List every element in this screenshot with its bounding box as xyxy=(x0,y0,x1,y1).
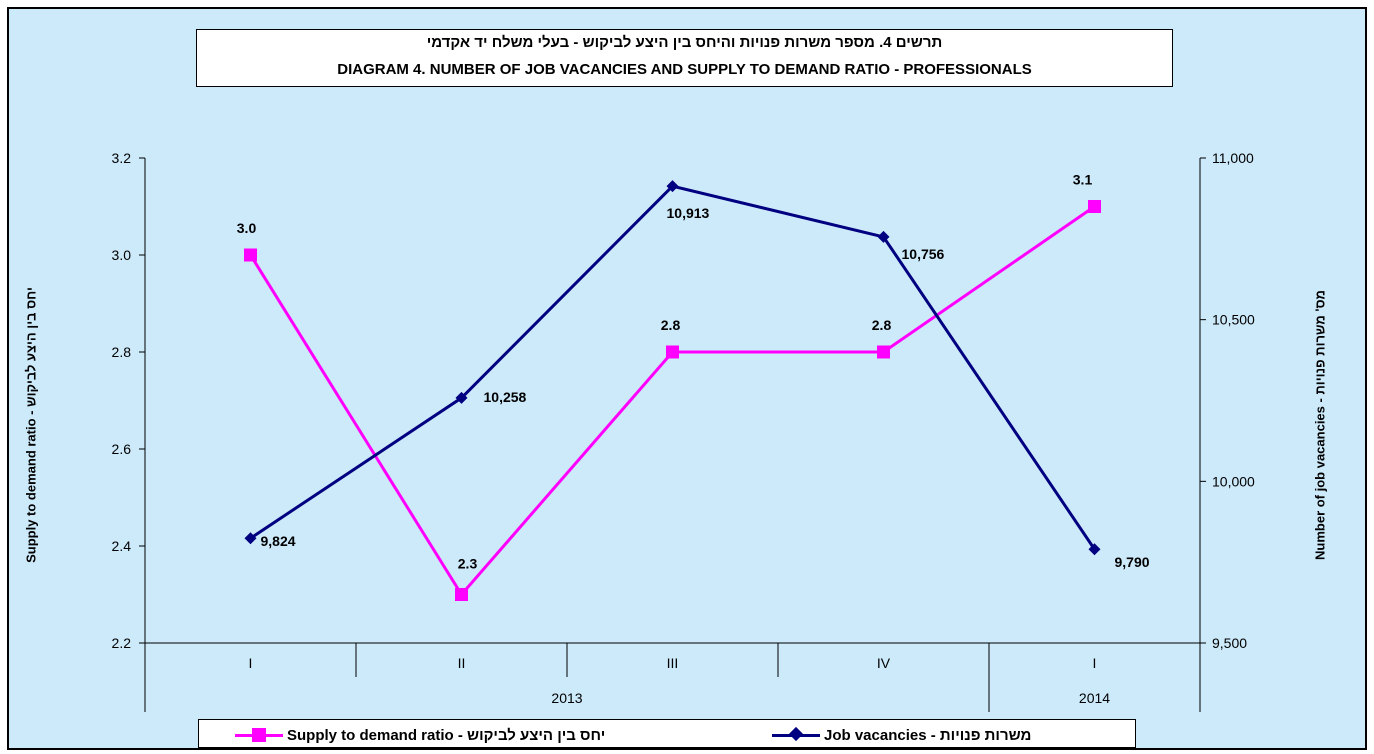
x-tick-label: II xyxy=(458,655,466,671)
year-group-label: 2013 xyxy=(551,690,582,706)
x-tick-label: IV xyxy=(877,655,891,671)
left-tick-label: 2.4 xyxy=(112,538,132,554)
ratio-series-line xyxy=(249,205,1096,598)
legend-label-vacancies: Job vacancies - משרות פנויות xyxy=(824,726,1032,744)
ratio-data-label: 2.8 xyxy=(661,317,681,333)
right-tick-label: 10,000 xyxy=(1212,473,1255,489)
x-tick-label: I xyxy=(1093,655,1097,671)
right-tick-label: 10,500 xyxy=(1212,312,1255,328)
x-tick-label: III xyxy=(667,655,679,671)
vacancies-point-marker xyxy=(666,180,679,193)
vacancies-point-marker xyxy=(1088,543,1101,556)
ratio-point-marker xyxy=(666,345,679,359)
chart-title-box: תרשים 4. מספר משרות פנויות והיחס בין היצ… xyxy=(196,29,1173,87)
ratio-data-label: 3.1 xyxy=(1073,172,1093,188)
legend: Supply to demand ratio - יחס בין היצע לב… xyxy=(198,719,1136,748)
vacancies-data-label: 10,756 xyxy=(902,246,945,262)
chart-title-english: DIAGRAM 4. NUMBER OF JOB VACANCIES AND S… xyxy=(337,61,1032,78)
legend-swatch-vacancies xyxy=(772,726,820,743)
vacancies-point-marker xyxy=(877,230,890,243)
x-tick-label: I xyxy=(249,655,253,671)
ratio-point-marker xyxy=(1088,200,1101,213)
left-tick-label: 3.2 xyxy=(112,150,132,166)
vacancies-series-line xyxy=(249,184,1096,551)
legend-label-ratio: Supply to demand ratio - יחס בין היצע לב… xyxy=(287,726,606,744)
vacancies-data-label: 9,790 xyxy=(1115,554,1150,570)
year-group-label: 2014 xyxy=(1079,690,1110,706)
vacancies-data-label: 10,913 xyxy=(667,205,710,221)
left-tick-label: 2.6 xyxy=(112,441,132,457)
vacancies-data-label: 10,258 xyxy=(484,389,527,405)
ratio-point-marker xyxy=(455,588,468,601)
chart-title-hebrew: תרשים 4. מספר משרות פנויות והיחס בין היצ… xyxy=(426,34,943,51)
right-tick-label: 9,500 xyxy=(1212,635,1247,651)
ratio-data-label: 2.3 xyxy=(458,556,478,572)
ratio-data-label: 2.8 xyxy=(872,317,892,333)
left-tick-label: 3.0 xyxy=(112,247,132,263)
ratio-point-marker xyxy=(877,345,890,359)
vacancies-point-marker xyxy=(244,532,257,545)
vacancies-data-label: 9,824 xyxy=(261,533,296,549)
legend-swatch-ratio xyxy=(235,727,283,743)
legend-item-ratio: Supply to demand ratio - יחס בין היצע לב… xyxy=(235,725,605,745)
right-tick-label: 11,000 xyxy=(1212,150,1254,166)
ratio-point-marker xyxy=(244,248,257,262)
ratio-data-label: 3.0 xyxy=(237,220,257,236)
left-tick-label: 2.8 xyxy=(112,344,132,360)
chart-area xyxy=(7,7,1367,750)
legend-item-vacancies: Job vacancies - משרות פנויות xyxy=(772,725,1031,745)
vacancies-point-marker xyxy=(455,391,468,404)
left-tick-label: 2.2 xyxy=(112,635,132,651)
